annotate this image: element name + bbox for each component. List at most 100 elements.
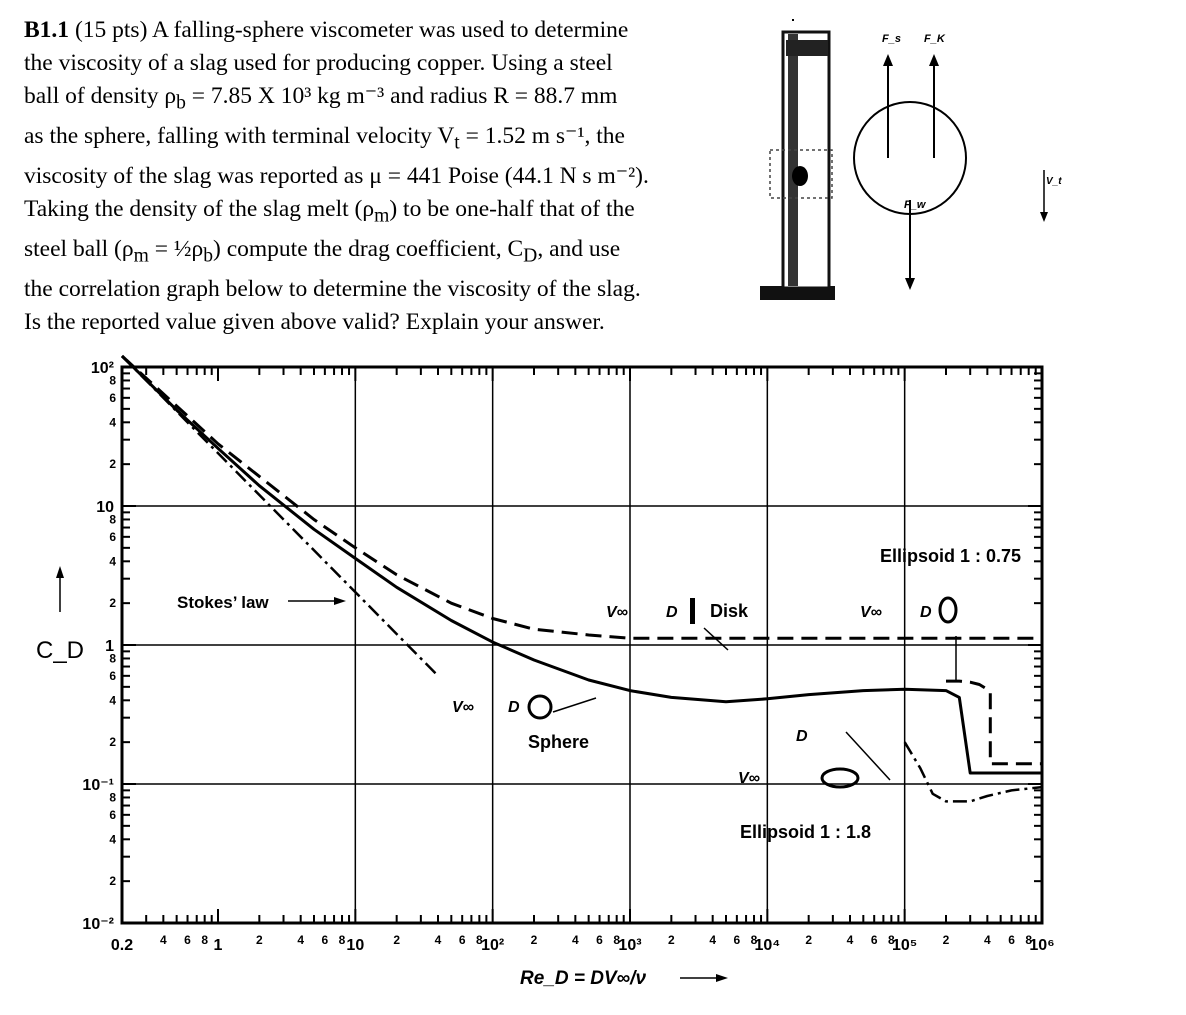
y-tick-label: 4 [109, 554, 116, 568]
velocity-label: V_t [1046, 176, 1062, 187]
ellipsoid-18-diameter-symbol: D [796, 728, 808, 745]
y-tick-label: 10 [96, 499, 114, 516]
y-tick-label: 2 [109, 874, 116, 888]
x-tick-label: 10 [346, 937, 364, 954]
y-tick-label: 10⁻² [82, 916, 114, 933]
x-tick-label: 2 [668, 933, 675, 947]
force-label-fs: F_s [882, 33, 901, 45]
problem-line-8: the correlation graph below to determine… [24, 276, 641, 303]
force-label-fk: F_K [924, 33, 946, 45]
y-tick-label: 6 [109, 669, 116, 683]
x-tick-label: 4 [572, 933, 579, 947]
drag-arrowhead [929, 54, 939, 66]
falling-ball [792, 166, 808, 186]
free-body-diagram: F_s F_K F_w V_t [853, 33, 1062, 290]
x-tick-label: 10⁶ [1029, 937, 1054, 954]
viscometer-illustration [760, 19, 835, 300]
x-tick-label: 1 [214, 937, 223, 954]
y-tick-label: 8 [109, 790, 116, 804]
problem-number: B1.1 [24, 17, 70, 43]
x-tick-label: 8 [201, 933, 208, 947]
series-line-2 [120, 354, 1042, 640]
sphere-pointer [552, 697, 597, 713]
x-tick-label: 8 [476, 933, 483, 947]
x-tick-label: 4 [297, 933, 304, 947]
y-tick-label: 2 [109, 457, 116, 471]
x-tick-label: 2 [393, 933, 400, 947]
x-tick-label: 4 [984, 933, 991, 947]
x-tick-label: 6 [322, 933, 329, 947]
ellipsoid-18-label: Ellipsoid 1 : 1.8 [740, 822, 871, 842]
y-tick-label: 2 [109, 735, 116, 749]
problem-line-7: steel ball (ρm = ½ρb) compute the drag c… [24, 236, 621, 267]
problem-line-4: as the sphere, falling with terminal vel… [24, 123, 625, 154]
x-tick-label: 8 [613, 933, 620, 947]
disk-pointer [703, 627, 729, 651]
ellipsoid-18-velocity-symbol: V∞ [738, 770, 760, 787]
stokes-law-label: Stokes’ law [177, 593, 269, 612]
y-tick-label: 8 [109, 651, 116, 665]
ellipsoid-18-shape-icon [820, 767, 860, 789]
x-tick-label: 8 [1025, 933, 1032, 947]
x-tick-label: 4 [847, 933, 854, 947]
velocity-arrowhead [1040, 212, 1048, 222]
x-tick-label: 10³ [618, 937, 641, 954]
disk-shape-icon [690, 598, 695, 624]
y-tick-label: 2 [109, 596, 116, 610]
series-line-1 [121, 355, 439, 677]
sphere-label: Sphere [528, 732, 589, 752]
tube-shading [788, 34, 798, 286]
series-line-0 [120, 354, 1042, 775]
weight-arrowhead [905, 278, 915, 290]
chart-ticks [121, 367, 1042, 924]
x-tick-label: 6 [184, 933, 191, 947]
x-axis-label: Re_D = DV∞/ν [520, 968, 646, 989]
x-tick-label: 4 [160, 933, 167, 947]
buoyancy-arrowhead [883, 54, 893, 66]
x-tick-label: 0.2 [111, 937, 133, 954]
y-tick-label: 6 [109, 808, 116, 822]
y-tick-label: 8 [109, 512, 116, 526]
disk-label: Disk [710, 601, 749, 621]
y-tick-label: 1 [105, 638, 114, 655]
sphere-diameter-symbol: D [508, 699, 520, 716]
x-tick-label: 2 [531, 933, 538, 947]
chart-gridlines [122, 367, 1043, 923]
sphere-velocity-symbol: V∞ [452, 699, 474, 716]
x-tick-label: 4 [435, 933, 442, 947]
x-tick-label: 8 [339, 933, 346, 947]
x-tick-label: 10² [481, 937, 504, 954]
top-marker-band [786, 40, 828, 56]
problem-line-1: B1.1 (15 pts) A falling-sphere viscomete… [24, 17, 629, 43]
ellipsoid-18-pointer [845, 731, 891, 781]
stokes-pointer-head [334, 597, 346, 605]
y-tick-label: 4 [109, 415, 116, 429]
disk-velocity-symbol: V∞ [606, 604, 628, 621]
x-axis-arrowhead [716, 974, 728, 982]
x-tick-label: 2 [256, 933, 263, 947]
disk-diameter-symbol: D [666, 604, 678, 621]
y-axis-label: C_D [36, 637, 84, 664]
chart-series [120, 354, 1043, 803]
problem-line-6: Taking the density of the slag melt (ρm)… [24, 196, 635, 228]
ellipsoid-075-velocity-symbol: V∞ [860, 604, 882, 621]
x-tick-label: 8 [751, 933, 758, 947]
problem-line-5: viscosity of the slag was reported as μ … [24, 163, 649, 190]
x-tick-label: 6 [596, 933, 603, 947]
force-label-fw: F_w [904, 199, 927, 211]
problem-line-9: Is the reported value given above valid?… [24, 309, 605, 336]
ellipsoid-075-diameter-symbol: D [920, 604, 932, 621]
y-axis-arrowhead [56, 566, 64, 578]
x-tick-label: 6 [459, 933, 466, 947]
timing-zone [769, 149, 833, 199]
x-tick-label: 8 [888, 933, 895, 947]
y-tick-label: 4 [109, 693, 116, 707]
series-line-3 [946, 679, 1042, 766]
problem-line-2: the viscosity of a slag used for produci… [24, 50, 613, 77]
y-tick-label: 10² [91, 360, 114, 377]
problem-line-3: ball of density ρb = 7.85 X 10³ kg m⁻³ a… [24, 83, 618, 115]
